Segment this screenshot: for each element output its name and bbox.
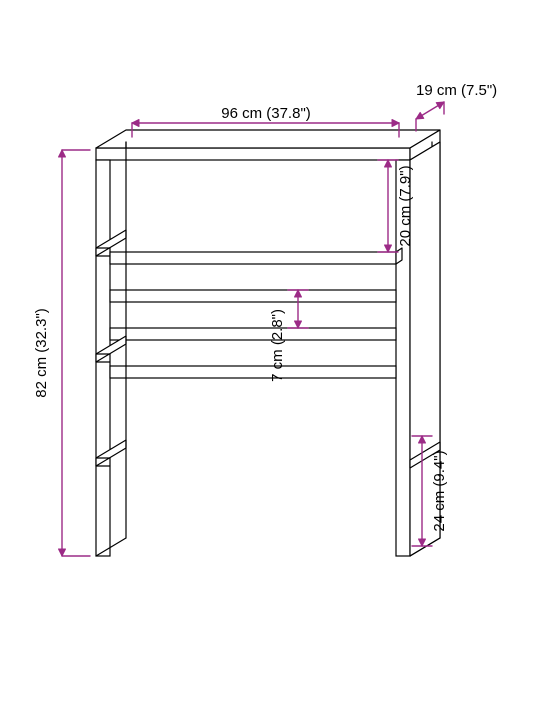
dim-label-gap-slat: 7 cm (2.8") bbox=[269, 309, 286, 382]
dim-label-height: 82 cm (32.3") bbox=[33, 308, 50, 398]
dim-label-gap-top: 20 cm (7.9") bbox=[397, 165, 414, 246]
dim-label-gap-bottom: 24 cm (9.4") bbox=[431, 450, 448, 531]
dim-label-depth: 19 cm (7.5") bbox=[416, 82, 497, 99]
dim-label-width: 96 cm (37.8") bbox=[221, 105, 311, 122]
